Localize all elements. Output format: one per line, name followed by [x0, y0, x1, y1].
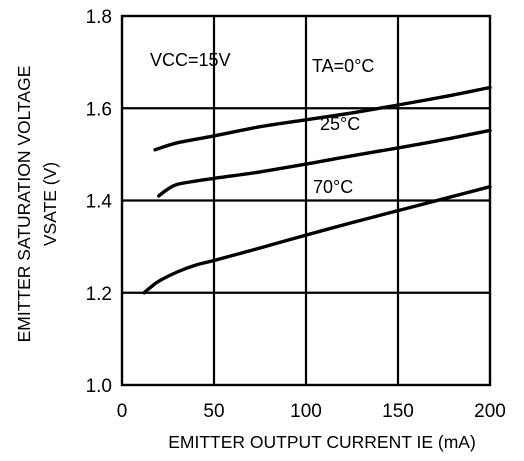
y-tick-label: 1.0	[86, 376, 112, 397]
grid-lines	[122, 16, 490, 385]
condition-annotation: VCC=15V	[150, 50, 231, 70]
y-tick-label: 1.6	[86, 99, 112, 120]
x-tick-label: 0	[117, 401, 128, 422]
series-label-0c: TA=0°C	[312, 56, 374, 76]
y-tick-label: 1.4	[86, 192, 113, 213]
y-tick-label: 1.8	[86, 7, 112, 28]
x-axis-label: EMITTER OUTPUT CURRENT IE (mA)	[168, 432, 476, 452]
x-tick-label: 50	[203, 401, 224, 422]
series-lines	[142, 85, 492, 295]
x-tick-label: 200	[474, 401, 506, 422]
series-line-2	[142, 185, 492, 295]
x-tick-label: 150	[382, 401, 414, 422]
series-label-70c: 70°C	[313, 177, 353, 197]
series-label-25c: 25°C	[320, 114, 360, 134]
series-line-0	[153, 85, 492, 152]
y-tick-label: 1.2	[86, 284, 112, 305]
series-line-1	[157, 128, 492, 198]
x-tick-label: 100	[290, 401, 322, 422]
x-tick-labels: 0 50 100 150 200	[117, 401, 506, 422]
y-axis-label-symbol: VSATE (V)	[40, 162, 60, 246]
y-tick-labels: 1.0 1.2 1.4 1.6 1.8	[86, 7, 113, 397]
y-axis-label: EMITTER SATURATION VOLTAGE	[14, 66, 34, 343]
